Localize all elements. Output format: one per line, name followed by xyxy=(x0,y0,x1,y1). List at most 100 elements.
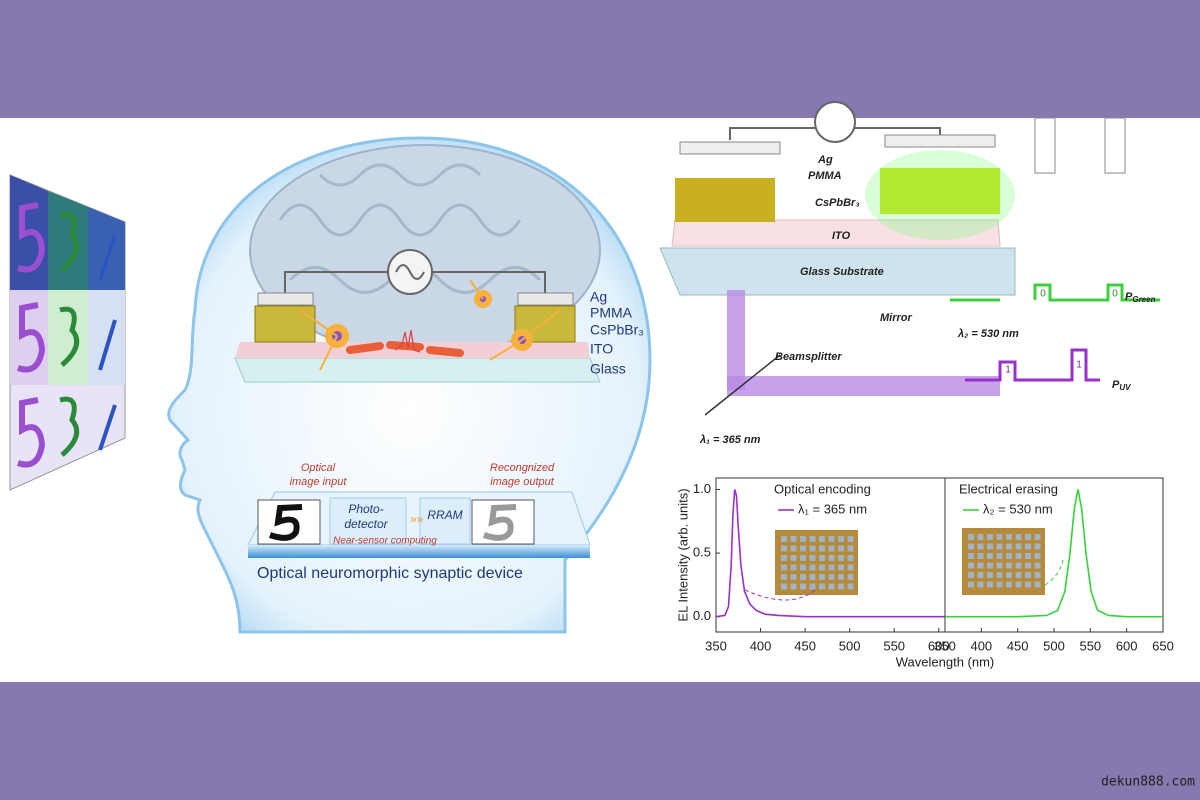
pixel xyxy=(800,545,806,552)
series-line xyxy=(945,489,1163,618)
brain-device xyxy=(234,249,601,383)
pixel xyxy=(838,555,844,561)
x-tick-label: 600 xyxy=(1116,638,1138,653)
pulse-bit: 0 xyxy=(1112,289,1118,300)
pixel xyxy=(819,564,825,571)
pixel xyxy=(977,534,984,540)
pixel xyxy=(1034,534,1041,540)
layer-label: ITO xyxy=(590,341,613,357)
pixel xyxy=(847,536,854,542)
pixel xyxy=(838,583,844,590)
pixel xyxy=(1015,543,1022,550)
pixel xyxy=(1034,562,1041,569)
pixel xyxy=(838,564,844,571)
setup-label: Glass Substrate xyxy=(800,266,884,278)
pulse-bit: 1 xyxy=(1076,360,1082,371)
pixel xyxy=(996,543,1003,550)
pixel xyxy=(1025,562,1031,569)
pixel xyxy=(1025,543,1031,550)
setup-label: CsPbBr₃ xyxy=(815,197,860,209)
x-tick-label: 550 xyxy=(1079,638,1101,653)
pixel xyxy=(1025,581,1031,588)
pixel xyxy=(996,581,1003,588)
power-subscript: UV xyxy=(1119,383,1131,392)
pixel xyxy=(996,572,1003,578)
pixel xyxy=(1006,543,1012,550)
pixel xyxy=(968,562,974,569)
pixel xyxy=(781,583,787,590)
pixel xyxy=(838,536,844,542)
setup-label: Beamsplitter xyxy=(775,351,842,363)
pixel xyxy=(828,555,835,561)
pixel xyxy=(1015,562,1022,569)
pixel xyxy=(977,572,984,578)
y-tick-label: 1.0 xyxy=(693,481,711,496)
pixel xyxy=(838,574,844,580)
setup-label: PUV xyxy=(1112,379,1131,392)
pixel xyxy=(1006,534,1012,540)
pixel xyxy=(1015,572,1022,578)
pixel xyxy=(847,574,854,580)
y-tick-label: 0.0 xyxy=(693,608,711,623)
pixel xyxy=(790,536,797,542)
pixel xyxy=(1034,572,1041,578)
pixel xyxy=(977,553,984,559)
workflow-label: Photo- xyxy=(348,502,383,516)
top-band xyxy=(0,0,1200,118)
layer-label: Ag xyxy=(590,289,607,305)
pixel xyxy=(819,555,825,561)
x-tick-label: 500 xyxy=(839,638,861,653)
pixel xyxy=(1034,553,1041,559)
pixel xyxy=(828,564,835,571)
pixel xyxy=(809,545,816,552)
pixel xyxy=(790,555,797,561)
workflow-label: detector xyxy=(344,517,388,531)
pixel xyxy=(828,583,835,590)
setup-label: Ag xyxy=(817,154,833,166)
workflow-tray: »» xyxy=(247,491,591,558)
pixel xyxy=(1015,581,1022,588)
workflow-label: Recongnized xyxy=(490,462,555,474)
pixel xyxy=(781,564,787,571)
bottom-band xyxy=(0,682,1200,800)
pixel xyxy=(781,574,787,580)
pixel xyxy=(790,574,797,580)
setup-label: PMMA xyxy=(808,170,842,182)
pixel xyxy=(1015,534,1022,540)
pixel xyxy=(968,581,974,588)
layer-label: PMMA xyxy=(590,305,633,321)
legend-label: λ₁ = 365 nm xyxy=(798,501,867,516)
pixel xyxy=(987,572,993,578)
workflow-label: image input xyxy=(290,476,348,488)
setup-diagram xyxy=(659,101,1160,416)
pixel xyxy=(800,555,806,561)
x-tick-label: 400 xyxy=(750,638,772,653)
pixel xyxy=(809,564,816,571)
y-axis-label: EL Intensity (arb. units) xyxy=(675,488,690,621)
pixel xyxy=(800,564,806,571)
pixel xyxy=(781,545,787,552)
pixel xyxy=(847,583,854,590)
pixel xyxy=(1025,534,1031,540)
pixel xyxy=(790,545,797,552)
workflow-label: image output xyxy=(490,476,555,488)
x-tick-label: 350 xyxy=(934,638,956,653)
arrows: »» xyxy=(410,512,424,526)
pixel xyxy=(781,555,787,561)
pixel xyxy=(1025,553,1031,559)
pixel xyxy=(819,574,825,580)
workflow-label: Optical xyxy=(301,462,336,474)
watermark: dekun888.com xyxy=(1101,775,1195,790)
x-tick-label: 550 xyxy=(883,638,905,653)
pixel xyxy=(1025,572,1031,578)
device-photos xyxy=(744,528,1064,601)
setup-label: λ₁ = 365 nm xyxy=(699,434,761,446)
pixel xyxy=(800,583,806,590)
pixel xyxy=(1006,581,1012,588)
pixel xyxy=(828,545,835,552)
x-tick-label: 450 xyxy=(794,638,816,653)
y-tick-label: 0.5 xyxy=(693,545,711,560)
setup-label: Mirror xyxy=(880,312,913,324)
pixel xyxy=(996,534,1003,540)
series-line xyxy=(715,489,945,618)
